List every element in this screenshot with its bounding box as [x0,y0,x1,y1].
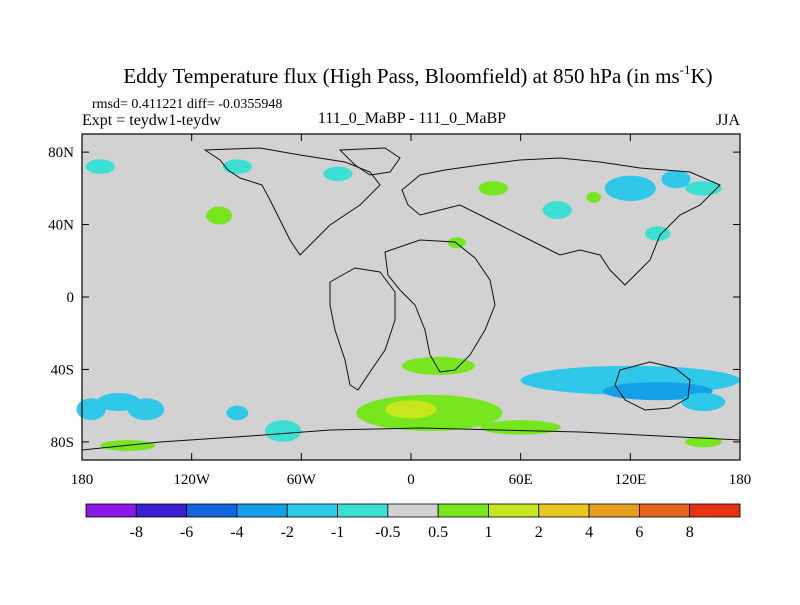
y-tick-label: 40S [51,362,74,378]
colorbar: -8 -6 -4 -2 -1 -0.5 0.5 1 2 4 6 8 [85,503,741,541]
anomaly-region-6 [222,159,252,174]
anomaly-region-19 [681,392,726,412]
colorbar-label: -6 [180,524,193,541]
x-tick-label: 60W [287,472,317,488]
anomaly-region-12 [644,226,671,241]
colorbar-label: -2 [281,524,294,541]
anomaly-region-21 [385,400,437,419]
colorbar-swatch [135,503,188,518]
anomaly-region-2 [127,398,165,421]
colorbar-label: 0.5 [428,524,448,541]
experiment-label: Expt = teydw1-teydw [82,112,221,129]
colorbar-label: 6 [635,524,643,541]
stats-line: rmsd= 0.411221 diff= -0.0355948 [92,97,282,112]
colorbar-label: -1 [331,524,344,541]
anomaly-region-18 [602,382,713,401]
anomaly-region-15 [447,237,466,249]
colorbar-swatch [689,503,741,518]
x-tick-label: 0 [407,472,415,488]
africa-outline [384,239,496,373]
colorbar-swatch [387,503,439,518]
colorbar-swatch [638,503,691,518]
anomaly-region-9 [604,175,656,202]
colorbar-swatch [236,503,288,518]
chart-title-suffix: K) [690,64,712,88]
season-label: JJA [716,112,740,129]
x-tick-label: 180 [729,472,752,488]
colorbar-label: -0.5 [375,524,400,541]
colorbar-swatch [286,503,338,518]
colorbar-label: -4 [230,524,243,541]
south-america-outline [329,267,396,391]
chart-title: Eddy Temperature flux (High Pass, Bloomf… [123,62,712,88]
y-tick-label: 40N [48,218,74,234]
anomaly-region-23 [480,420,561,435]
colorbar-swatch [186,503,238,518]
coastline-layer [81,147,741,461]
y-tick-label: 80S [51,435,74,451]
chart-title-superscript: -1 [680,62,691,77]
anomaly-region-14 [478,181,508,196]
x-tick-label: 60E [509,472,533,488]
x-tick-label: 120E [614,472,646,488]
colorbar-swatch [437,503,489,518]
colorbar-swatch [488,503,540,518]
colorbar-label: 2 [535,524,543,541]
anomaly-region-13 [206,206,232,225]
greenland-outline [338,147,401,176]
anomaly-region-25 [685,436,722,448]
x-tick-label: 180 [71,472,94,488]
north-america-outline [203,147,381,256]
anomaly-region-22 [401,356,475,375]
colorbar-label: -8 [130,524,143,541]
anomaly-region-4 [264,420,302,442]
australia-outline [614,361,691,411]
colorbar-label: 4 [585,524,593,541]
colorbar-swatch [85,503,137,518]
colorbar-label: 8 [686,524,694,541]
anomaly-region-3 [226,405,249,421]
anomaly-region-10 [661,170,691,189]
colorbar-swatch [588,503,640,518]
colorbar-label: 1 [484,524,492,541]
colorbar-swatch [538,503,590,518]
anomaly-region-8 [542,201,572,220]
y-tick-label: 80N [48,145,74,161]
x-axis: 180 120W 60W 0 60E 120E 180 [71,134,752,488]
x-tick-label: 120W [173,472,211,488]
anomaly-region-16 [586,191,602,203]
colorbar-swatch [337,503,389,518]
anomaly-region-7 [323,166,353,182]
eurasia-outline [401,157,721,286]
y-tick-label: 0 [67,290,75,306]
map-plot-area: 180 120W 60W 0 60E 120E 180 80N 40N 0 40S 80S [48,133,752,488]
chart-title-prefix: Eddy Temperature flux (High Pass, Bloomf… [123,64,679,88]
center-label: 111_0_MaBP - 111_0_MaBP [318,110,506,127]
anomaly-region-5 [85,159,115,174]
y-axis: 80N 40N 0 40S 80S [48,145,740,451]
